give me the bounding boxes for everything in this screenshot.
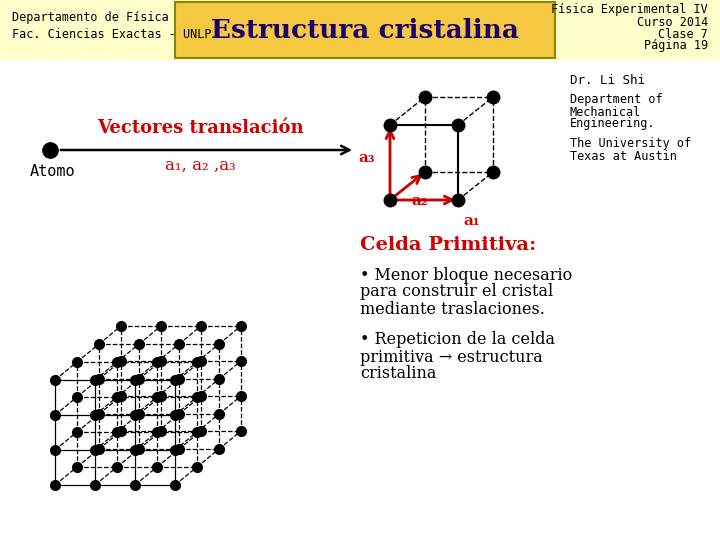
Text: Curso 2014: Curso 2014 (636, 16, 708, 29)
Text: Department of: Department of (570, 93, 662, 106)
Text: cristalina: cristalina (360, 366, 436, 382)
Text: a₃: a₃ (358, 151, 374, 165)
Text: para construir el cristal: para construir el cristal (360, 284, 553, 300)
Text: Clase 7: Clase 7 (658, 28, 708, 40)
Text: Fac. Ciencias Exactas - UNLP: Fac. Ciencias Exactas - UNLP (12, 28, 212, 40)
Text: Mechanical: Mechanical (570, 105, 642, 118)
Text: • Repeticion de la celda: • Repeticion de la celda (360, 332, 555, 348)
Text: Vectores translación: Vectores translación (96, 119, 303, 137)
Text: a₁, a₂ ,a₃: a₁, a₂ ,a₃ (165, 157, 235, 173)
Text: Atomo: Atomo (30, 165, 76, 179)
Text: a₂: a₂ (412, 194, 428, 208)
Text: Texas at Austin: Texas at Austin (570, 150, 677, 163)
Text: Engineering.: Engineering. (570, 118, 655, 131)
Text: Página 19: Página 19 (644, 39, 708, 52)
Text: The University of: The University of (570, 138, 691, 151)
Text: a₁: a₁ (463, 214, 480, 228)
Text: Celda Primitiva:: Celda Primitiva: (360, 236, 536, 254)
Text: primitiva → estructura: primitiva → estructura (360, 348, 543, 366)
Text: Departamento de Física: Departamento de Física (12, 11, 168, 24)
Bar (0, 0, 720, 60)
Bar (175, 2, 555, 58)
Text: mediante traslaciones.: mediante traslaciones. (360, 300, 545, 318)
Text: Dr. Li Shi: Dr. Li Shi (570, 73, 645, 86)
Text: Estructura cristalina: Estructura cristalina (211, 17, 519, 43)
Text: Física Experimental IV: Física Experimental IV (552, 3, 708, 17)
Text: • Menor bloque necesario: • Menor bloque necesario (360, 267, 572, 284)
